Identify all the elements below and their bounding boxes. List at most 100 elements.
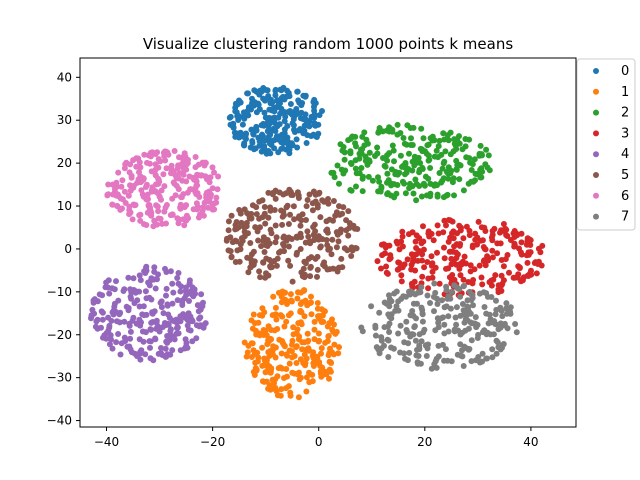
point-cluster-3 bbox=[492, 272, 499, 279]
point-cluster-2 bbox=[388, 182, 395, 189]
point-cluster-1 bbox=[255, 319, 262, 326]
point-cluster-2 bbox=[394, 131, 401, 138]
point-cluster-5 bbox=[304, 197, 311, 203]
point-cluster-3 bbox=[421, 264, 428, 271]
point-cluster-1 bbox=[306, 369, 312, 376]
point-cluster-1 bbox=[272, 304, 279, 311]
point-cluster-1 bbox=[328, 360, 335, 366]
y-axis: −40 −30 −20 −10 0 10 20 30 40 bbox=[47, 70, 80, 428]
point-cluster-7 bbox=[479, 358, 485, 365]
point-cluster-4 bbox=[117, 351, 124, 358]
point-cluster-0 bbox=[250, 131, 257, 138]
point-cluster-3 bbox=[511, 234, 518, 240]
point-cluster-7 bbox=[494, 339, 501, 346]
point-cluster-7 bbox=[386, 329, 393, 335]
point-cluster-4 bbox=[93, 318, 100, 325]
point-cluster-7 bbox=[451, 328, 458, 335]
point-cluster-2 bbox=[347, 187, 354, 193]
point-cluster-0 bbox=[293, 106, 300, 112]
point-cluster-2 bbox=[425, 141, 432, 148]
point-cluster-0 bbox=[290, 122, 297, 129]
x-tick-label: 20 bbox=[417, 435, 432, 449]
point-cluster-7 bbox=[432, 327, 439, 334]
point-cluster-1 bbox=[332, 330, 339, 337]
y-tick-label: 10 bbox=[57, 199, 72, 213]
point-cluster-4 bbox=[127, 328, 134, 335]
point-cluster-1 bbox=[315, 313, 322, 319]
point-cluster-5 bbox=[345, 208, 352, 215]
point-cluster-4 bbox=[160, 310, 167, 317]
point-cluster-2 bbox=[474, 171, 481, 178]
point-cluster-7 bbox=[460, 307, 467, 314]
point-cluster-1 bbox=[302, 299, 309, 306]
point-cluster-3 bbox=[425, 228, 432, 235]
point-cluster-4 bbox=[138, 347, 145, 354]
point-cluster-6 bbox=[137, 217, 144, 224]
point-cluster-5 bbox=[343, 227, 350, 234]
point-cluster-2 bbox=[477, 142, 484, 149]
y-tick-label: −10 bbox=[47, 285, 72, 299]
point-cluster-4 bbox=[151, 264, 158, 271]
point-cluster-5 bbox=[225, 227, 232, 234]
point-cluster-7 bbox=[406, 349, 413, 356]
point-cluster-0 bbox=[267, 120, 273, 127]
point-cluster-0 bbox=[313, 134, 320, 140]
point-cluster-2 bbox=[341, 149, 348, 156]
point-cluster-6 bbox=[201, 199, 208, 206]
point-cluster-6 bbox=[176, 154, 182, 161]
point-cluster-3 bbox=[383, 263, 390, 270]
point-cluster-6 bbox=[195, 161, 202, 168]
point-cluster-3 bbox=[399, 243, 406, 250]
point-cluster-7 bbox=[474, 321, 481, 328]
point-cluster-2 bbox=[420, 135, 427, 142]
point-cluster-3 bbox=[489, 237, 496, 244]
point-cluster-7 bbox=[410, 300, 417, 307]
point-cluster-1 bbox=[304, 330, 311, 337]
point-cluster-6 bbox=[211, 206, 218, 213]
point-cluster-5 bbox=[349, 247, 356, 254]
point-cluster-7 bbox=[386, 320, 393, 327]
point-cluster-6 bbox=[143, 184, 149, 190]
point-cluster-7 bbox=[410, 331, 417, 338]
point-cluster-4 bbox=[113, 339, 120, 346]
point-cluster-1 bbox=[268, 367, 274, 374]
point-cluster-3 bbox=[537, 249, 544, 256]
point-cluster-5 bbox=[281, 248, 287, 255]
point-cluster-6 bbox=[163, 220, 169, 227]
legend-marker bbox=[593, 130, 599, 137]
point-cluster-6 bbox=[114, 202, 120, 209]
y-tick-label: 0 bbox=[64, 242, 72, 256]
point-cluster-1 bbox=[297, 319, 304, 326]
point-cluster-0 bbox=[311, 120, 318, 127]
point-cluster-6 bbox=[198, 172, 205, 179]
point-cluster-0 bbox=[272, 128, 279, 134]
point-cluster-3 bbox=[379, 252, 386, 259]
point-cluster-4 bbox=[153, 319, 160, 326]
point-cluster-2 bbox=[476, 150, 483, 157]
point-cluster-3 bbox=[449, 218, 456, 225]
point-cluster-7 bbox=[393, 288, 400, 295]
point-cluster-7 bbox=[395, 307, 402, 314]
point-cluster-1 bbox=[244, 349, 251, 356]
point-cluster-6 bbox=[155, 215, 162, 222]
point-cluster-5 bbox=[244, 254, 251, 261]
point-cluster-5 bbox=[279, 221, 286, 228]
point-cluster-2 bbox=[447, 151, 454, 158]
point-cluster-5 bbox=[267, 264, 274, 271]
point-cluster-5 bbox=[284, 202, 291, 209]
point-cluster-4 bbox=[118, 340, 125, 347]
point-cluster-3 bbox=[489, 254, 496, 261]
point-cluster-3 bbox=[489, 247, 496, 254]
point-cluster-5 bbox=[287, 211, 293, 218]
point-cluster-5 bbox=[267, 204, 274, 211]
point-cluster-4 bbox=[187, 327, 194, 334]
point-cluster-1 bbox=[294, 326, 301, 333]
point-cluster-4 bbox=[143, 311, 150, 318]
point-cluster-5 bbox=[262, 220, 269, 227]
point-cluster-0 bbox=[240, 133, 246, 140]
point-cluster-7 bbox=[462, 316, 469, 322]
point-cluster-1 bbox=[273, 316, 280, 323]
point-cluster-3 bbox=[539, 242, 546, 249]
point-cluster-2 bbox=[439, 165, 446, 172]
point-cluster-3 bbox=[420, 223, 426, 230]
